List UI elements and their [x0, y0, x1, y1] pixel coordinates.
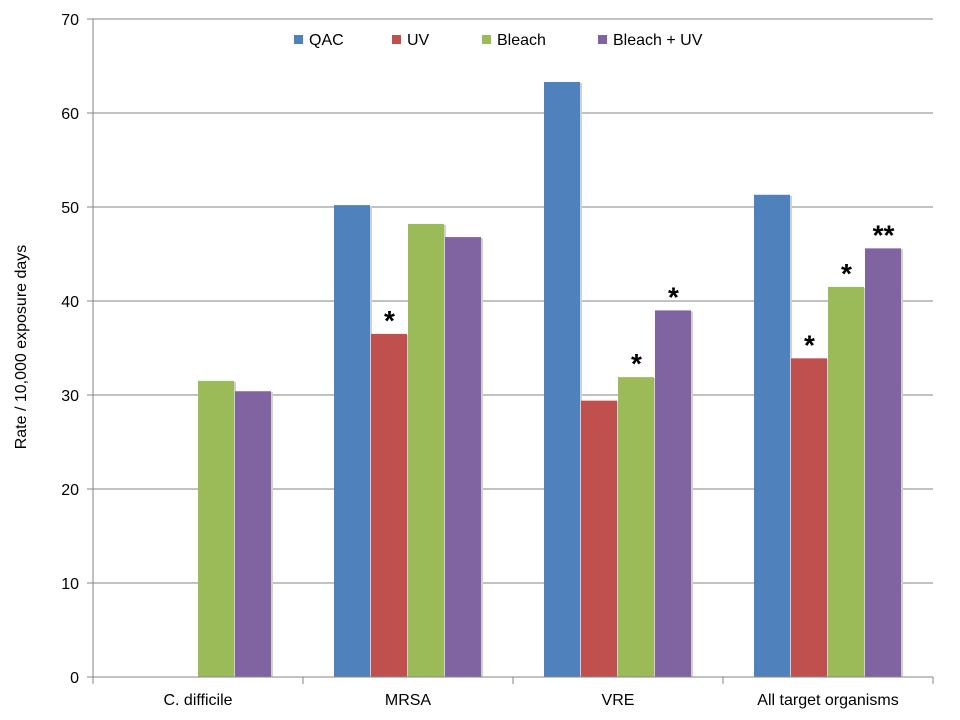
legend-swatch	[482, 35, 491, 44]
axes	[87, 18, 934, 684]
significance-marker: *	[384, 305, 395, 336]
bar-bleach-uv-0	[235, 391, 271, 677]
bar-bleach-uv-2	[655, 310, 691, 677]
legend-label: Bleach	[497, 32, 546, 49]
x-tick-label: MRSA	[385, 692, 432, 709]
y-tick-label: 60	[61, 106, 79, 123]
legend-swatch	[598, 35, 607, 44]
bar-bleach-3	[828, 286, 864, 677]
x-tick-labels: C. difficile MRSA VRE All target organisms	[163, 692, 898, 709]
bar-bleach-2	[618, 377, 654, 677]
legend: QAC UV Bleach Bleach + UV	[294, 32, 703, 49]
bar-bleach-0	[198, 380, 234, 677]
significance-marker: *	[668, 281, 679, 312]
x-tick-label: All target organisms	[757, 692, 898, 709]
y-tick-label: 10	[61, 576, 79, 593]
bar-qac-2	[544, 81, 580, 678]
y-axis-label: Rate / 10,000 exposure days	[13, 245, 30, 450]
bar-uv-3	[791, 358, 827, 677]
bars	[198, 81, 903, 678]
bar-bleach-1	[408, 223, 444, 678]
y-tick-label: 0	[70, 670, 79, 687]
x-tick-label: VRE	[602, 692, 635, 709]
bar-bleach-uv-1	[445, 237, 481, 677]
bar-uv-1	[371, 333, 407, 677]
y-tick-label: 40	[61, 294, 79, 311]
significance-marker: **	[873, 219, 895, 250]
y-tick-label: 50	[61, 200, 79, 217]
y-tick-labels: 0 10 20 30 40 50 60 70	[61, 12, 79, 687]
legend-label: Bleach + UV	[613, 32, 703, 49]
bar-qac-3	[754, 194, 790, 677]
legend-label: QAC	[309, 32, 344, 49]
significance-marker: *	[631, 348, 642, 379]
y-tick-label: 30	[61, 388, 79, 405]
x-tick-label: C. difficile	[163, 692, 232, 709]
y-tick-label: 70	[61, 12, 79, 29]
legend-swatch	[392, 35, 401, 44]
legend-label: UV	[407, 32, 430, 49]
bar-qac-1	[334, 205, 370, 677]
bar-bleach-uv-3	[865, 248, 901, 678]
significance-marker: *	[804, 329, 815, 360]
bar-uv-2	[581, 400, 617, 677]
y-tick-label: 20	[61, 482, 79, 499]
significance-markers: *******	[384, 219, 894, 379]
significance-marker: *	[841, 258, 852, 289]
legend-swatch	[294, 35, 303, 44]
